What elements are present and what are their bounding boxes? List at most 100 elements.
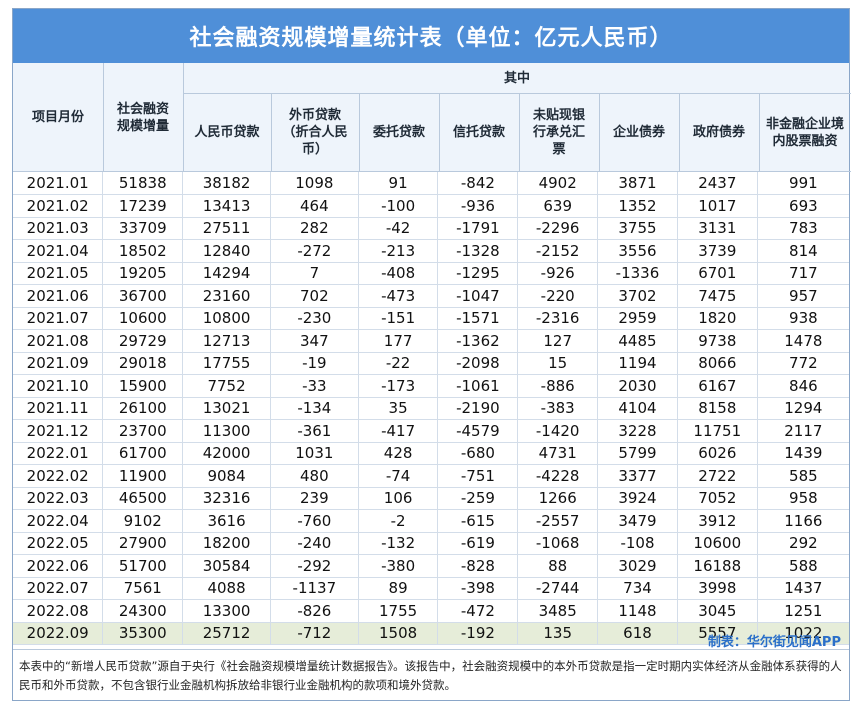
table-cell: 27511 — [182, 217, 271, 240]
table-cell: 2022.08 — [13, 599, 104, 623]
table-cell: 282 — [270, 217, 359, 240]
footnote: 本表中的“新增人民币贷款”源自于央行《社会融资规模增量统计数据报告》。该报告中，… — [13, 649, 849, 702]
table-cell: 7561 — [102, 577, 184, 600]
table-row: 2022.02 11900 9084 480 -74 -751 -4228 3377 2722 5… — [13, 464, 849, 488]
table-cell: 2021.03 — [13, 217, 104, 240]
table-cell: -230 — [270, 307, 359, 330]
table-cell: 1437 — [757, 577, 849, 600]
table-cell: 2959 — [597, 307, 678, 330]
table-cell: -408 — [358, 262, 439, 285]
table-row: 2022.04 9102 3616 -760 -2 -615 -2557 3479 3912 11… — [13, 509, 849, 533]
table-cell: 17755 — [182, 352, 271, 375]
table-cell: 35 — [358, 397, 439, 420]
table-cell: 3739 — [677, 239, 758, 263]
table-cell: -2296 — [517, 217, 599, 240]
table-cell: 1266 — [517, 487, 599, 510]
credit-label: 制表：华尔街见闻APP — [707, 635, 841, 650]
table-row: 2021.07 10600 10800 -230 -151 -1571 -2316 2959 1… — [13, 307, 849, 330]
table-cell: -1061 — [437, 374, 519, 398]
table-cell: 135 — [517, 622, 599, 645]
table-cell: -619 — [437, 532, 519, 555]
table-cell: 6167 — [677, 374, 758, 398]
table-cell: 12840 — [182, 239, 271, 263]
header-month: 项目月份 — [31, 110, 84, 125]
table-cell: -2098 — [437, 352, 519, 375]
table-header: 项目月份 社会融资规模增量 其中 人民币贷款 外币贷款（折合人民币） 委托贷款 … — [13, 63, 851, 172]
table-cell: 127 — [517, 329, 599, 353]
table-cell: -2152 — [517, 239, 599, 263]
table-cell: 177 — [358, 329, 439, 353]
table-cell: 4902 — [517, 172, 599, 195]
table-cell: -1336 — [597, 262, 678, 285]
table-cell: -1328 — [437, 239, 519, 263]
table-cell: 11900 — [102, 464, 184, 488]
table-cell: 3131 — [677, 217, 758, 240]
table-cell: 618 — [597, 622, 678, 645]
table-cell: 8158 — [677, 397, 758, 420]
table-row: 2022.03 46500 32316 239 106 -259 1266 3924 7052 9… — [13, 487, 849, 510]
table-cell: -1295 — [437, 262, 519, 285]
table-cell: -1068 — [517, 532, 599, 555]
table-cell: 3616 — [182, 509, 271, 533]
table-cell: -398 — [437, 577, 519, 600]
table-cell: 88 — [517, 554, 599, 578]
table-cell: -2190 — [437, 397, 519, 420]
table-cell: 2022.02 — [13, 464, 104, 488]
table-cell: 3998 — [677, 577, 758, 600]
header-group: 其中 — [503, 70, 530, 86]
table-cell: 1166 — [757, 509, 849, 533]
table-cell: 11300 — [182, 419, 271, 443]
table-cell: 3228 — [597, 419, 678, 443]
table-cell: -192 — [437, 622, 519, 645]
table-cell: 3912 — [677, 509, 758, 533]
table-cell: 1294 — [757, 397, 849, 420]
table-cell: 2021.01 — [13, 172, 104, 195]
table-cell: 5557 — [677, 622, 758, 645]
table-row: 2021.04 18502 12840 -272 -213 -1328 -2152 3556 3… — [13, 239, 849, 263]
table-cell: 9738 — [677, 329, 758, 353]
table-cell: -1571 — [437, 307, 519, 330]
table-cell: 2021.02 — [13, 194, 104, 218]
table-cell: 3702 — [597, 284, 678, 308]
table-cell: -2744 — [517, 577, 599, 600]
table-cell: 2022.09 — [13, 622, 104, 645]
table-cell: 1755 — [358, 599, 439, 623]
table-cell: 2021.06 — [13, 284, 104, 308]
table-cell: 24300 — [102, 599, 184, 623]
table-cell: 772 — [757, 352, 849, 375]
table-cell: 29729 — [102, 329, 184, 353]
table-cell: 846 — [757, 374, 849, 398]
table-cell: 17239 — [102, 194, 184, 218]
table-cell: 3029 — [597, 554, 678, 578]
table-cell: 783 — [757, 217, 849, 240]
table-cell: 46500 — [102, 487, 184, 510]
table-cell: 5799 — [597, 442, 678, 465]
table-cell: -292 — [270, 554, 359, 578]
header-equity-financing: 非金融企业境内股票融资 — [765, 116, 844, 149]
table-cell: 3871 — [597, 172, 678, 195]
table-cell: 89 — [358, 577, 439, 600]
table-body: 2021.01 51838 38182 1098 91 -842 4902 3871 2437 9… — [13, 172, 849, 645]
table-cell: -2 — [358, 509, 439, 533]
table-cell: 1022 — [757, 622, 849, 645]
table-cell: 3924 — [597, 487, 678, 510]
table-cell: 51700 — [102, 554, 184, 578]
table-cell: 2022.03 — [13, 487, 104, 510]
table-cell: 3485 — [517, 599, 599, 623]
table-cell: 2022.05 — [13, 532, 104, 555]
table-row: 2021.02 17239 13413 464 -100 -936 639 1352 1017 6… — [13, 194, 849, 218]
table-cell: -240 — [270, 532, 359, 555]
table-cell: -2316 — [517, 307, 599, 330]
table-row: 2022.05 27900 18200 -240 -132 -619 -1068 -108 10… — [13, 532, 849, 555]
table-cell: -151 — [358, 307, 439, 330]
table-cell: 480 — [270, 464, 359, 488]
table-cell: 61700 — [102, 442, 184, 465]
table-cell: 3377 — [597, 464, 678, 488]
table-cell: -259 — [437, 487, 519, 510]
table-cell: -886 — [517, 374, 599, 398]
table-cell: 51838 — [102, 172, 184, 195]
table-cell: 3045 — [677, 599, 758, 623]
table-cell: -272 — [270, 239, 359, 263]
table-cell: -826 — [270, 599, 359, 623]
table-cell: -1047 — [437, 284, 519, 308]
